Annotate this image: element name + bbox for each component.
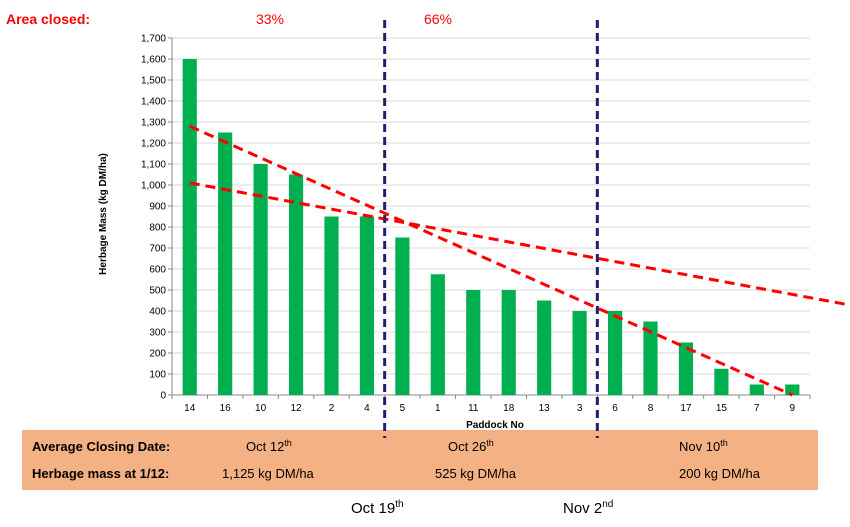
y-tick-label: 400 <box>149 307 166 318</box>
y-tick-label: 700 <box>149 244 166 255</box>
y-tick-label: 500 <box>149 286 166 297</box>
area-closed-label: Area closed: <box>6 11 90 27</box>
bar <box>643 321 658 395</box>
x-tick-label: 2 <box>329 403 335 414</box>
x-tick-label: 8 <box>648 403 654 414</box>
trend-lines <box>189 124 849 397</box>
y-tick-label: 800 <box>149 223 166 234</box>
x-tick-label: 7 <box>754 403 760 414</box>
x-tick-label: 6 <box>612 403 618 414</box>
bar <box>501 290 516 395</box>
bar <box>572 311 587 395</box>
period-dividers <box>383 20 599 438</box>
x-tick-label: 12 <box>290 403 302 414</box>
percent-66-label: 66% <box>424 11 452 27</box>
bar <box>395 237 410 395</box>
bar <box>714 368 729 395</box>
x-tick-label: 11 <box>468 403 479 414</box>
bars <box>182 59 800 395</box>
bar <box>253 164 268 395</box>
y-tick-label: 300 <box>149 328 166 339</box>
x-tick-label: 3 <box>577 403 583 414</box>
x-tick-label: 18 <box>503 403 515 414</box>
herbage-mass-group-2: 525 kg DM/ha <box>435 466 517 481</box>
x-tick-label: 13 <box>539 403 551 414</box>
y-axis-title: Herbage Mass (kg DM/ha) <box>98 153 109 275</box>
x-tick-label: 4 <box>364 403 370 414</box>
trend-line-shallow <box>189 181 849 307</box>
y-tick-label: 1,500 <box>141 76 166 87</box>
bar <box>466 290 481 395</box>
closing-date-group-2: Oct 26th <box>448 438 494 454</box>
y-tick-label: 1,700 <box>141 34 166 45</box>
bar <box>288 174 304 395</box>
herbage-mass-group-1: 1,125 kg DM/ha <box>222 466 315 481</box>
bar <box>607 311 623 395</box>
axes: 0 100 200 300 400 500 600 700 800 900 1,000 1,100 1,… <box>141 34 811 414</box>
closing-date-group-1: Oct 12th <box>246 438 292 454</box>
y-tick-label: 1,300 <box>141 118 166 129</box>
x-tick-label: 5 <box>400 403 406 414</box>
closing-date-group-3: Nov 10th <box>679 438 728 454</box>
bar <box>218 132 233 395</box>
x-tick-label: 14 <box>184 403 196 414</box>
bar <box>182 59 197 395</box>
bar <box>324 216 339 395</box>
x-tick-label: 16 <box>220 403 232 414</box>
bar <box>785 384 800 395</box>
y-tick-label: 100 <box>149 370 166 381</box>
y-tick-label: 600 <box>149 265 166 276</box>
avg-closing-date-label: Average Closing Date: <box>32 439 170 454</box>
y-tick-label: 900 <box>149 202 166 213</box>
bar <box>537 300 552 395</box>
y-tick-label: 1,400 <box>141 97 166 108</box>
y-tick-label: 0 <box>160 391 166 402</box>
percent-33-label: 33% <box>256 11 284 27</box>
x-tick-label: 17 <box>680 403 692 414</box>
closing-info-panel <box>22 430 818 490</box>
herbage-mass-group-3: 200 kg DM/ha <box>679 466 761 481</box>
x-tick-label: 1 <box>435 403 441 414</box>
y-tick-label: 1,100 <box>141 160 166 171</box>
y-tick-label: 1,600 <box>141 55 166 66</box>
y-tick-label: 1,200 <box>141 139 166 150</box>
divider-date-1: Oct 19th <box>351 499 404 517</box>
bar <box>678 342 694 395</box>
bar <box>359 216 375 395</box>
trend-line-steep <box>189 124 793 397</box>
herbage-mass-label: Herbage mass at 1/12: <box>32 466 169 481</box>
bar <box>430 274 445 395</box>
y-tick-label: 200 <box>149 349 166 360</box>
x-tick-label: 10 <box>255 403 267 414</box>
y-tick-label: 1,000 <box>141 181 166 192</box>
x-axis-title: Paddock No <box>466 420 524 431</box>
x-tick-label: 9 <box>789 403 795 414</box>
divider-date-2: Nov 2nd <box>563 499 613 517</box>
gridlines <box>172 37 810 396</box>
bar <box>749 384 764 395</box>
x-tick-label: 15 <box>716 403 728 414</box>
